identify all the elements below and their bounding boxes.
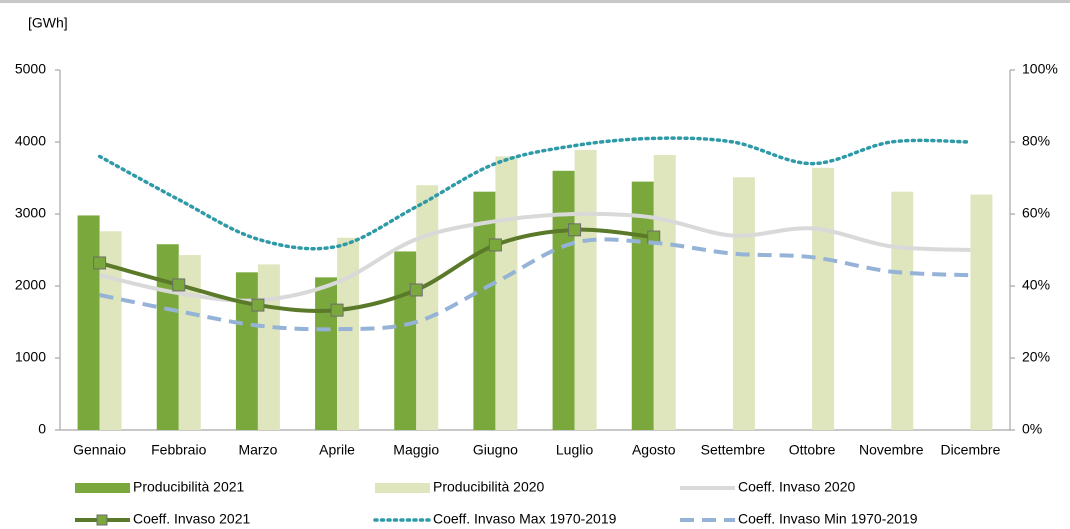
legend-swatch	[75, 483, 130, 493]
y2-tick-label: 100%	[1022, 61, 1058, 77]
y2-tick-label: 0%	[1022, 421, 1042, 437]
bar	[653, 154, 676, 430]
legend-label: Coeff. Invaso 2021	[133, 511, 250, 527]
legend-label: Coeff. Invaso 2020	[738, 479, 855, 495]
x-tick-label: Aprile	[319, 442, 355, 458]
marker	[409, 283, 423, 297]
bar	[970, 194, 993, 430]
y-unit-label: [GWh]	[28, 15, 68, 31]
bar	[552, 170, 575, 431]
bar	[257, 264, 280, 430]
marker	[568, 223, 582, 237]
legend-label: Producibilità 2020	[433, 479, 545, 495]
bar	[631, 181, 654, 430]
x-tick-label: Maggio	[393, 442, 439, 458]
y2-tick-label: 80%	[1022, 133, 1050, 149]
y2-tick-label: 20%	[1022, 349, 1050, 365]
x-tick-label: Marzo	[238, 442, 277, 458]
bar	[495, 156, 518, 430]
y-tick-label: 4000	[15, 133, 46, 149]
bar	[732, 177, 755, 430]
legend-swatch	[375, 483, 430, 493]
bar	[235, 272, 258, 430]
bar	[315, 277, 338, 430]
bar	[416, 185, 439, 430]
legend-marker	[96, 514, 108, 526]
legend-label: Producibilità 2021	[133, 479, 245, 495]
bar	[574, 149, 597, 431]
bar	[394, 251, 417, 430]
marker	[251, 298, 265, 312]
x-tick-label: Ottobre	[789, 442, 836, 458]
x-tick-label: Novembre	[859, 442, 924, 458]
y-tick-label: 5000	[15, 61, 46, 77]
bar	[337, 237, 360, 430]
line	[97, 136, 973, 251]
x-tick-label: Luglio	[556, 442, 594, 458]
x-tick-label: Giugno	[473, 442, 518, 458]
top-border	[0, 0, 1070, 3]
x-tick-label: Dicembre	[940, 442, 1000, 458]
y2-tick-label: 40%	[1022, 277, 1050, 293]
y-tick-label: 2000	[15, 277, 46, 293]
x-tick-label: Settembre	[701, 442, 766, 458]
y2-tick-label: 60%	[1022, 205, 1050, 221]
line	[99, 237, 971, 332]
marker	[488, 238, 502, 252]
bar	[812, 167, 835, 431]
bar	[891, 191, 914, 430]
y-tick-label: 1000	[15, 349, 46, 365]
y-tick-label: 0	[38, 421, 46, 437]
x-tick-label: Febbraio	[151, 442, 206, 458]
x-tick-label: Gennaio	[73, 442, 126, 458]
y-tick-label: 3000	[15, 205, 46, 221]
bar	[77, 215, 100, 430]
marker	[172, 278, 186, 292]
bar	[156, 244, 179, 430]
bar	[178, 255, 201, 430]
marker	[93, 256, 107, 270]
marker	[330, 303, 344, 317]
x-tick-label: Agosto	[632, 442, 676, 458]
legend-label: Coeff. Invaso Max 1970-2019	[433, 511, 617, 527]
legend-label: Coeff. Invaso Min 1970-2019	[738, 511, 918, 527]
bar	[473, 191, 496, 430]
